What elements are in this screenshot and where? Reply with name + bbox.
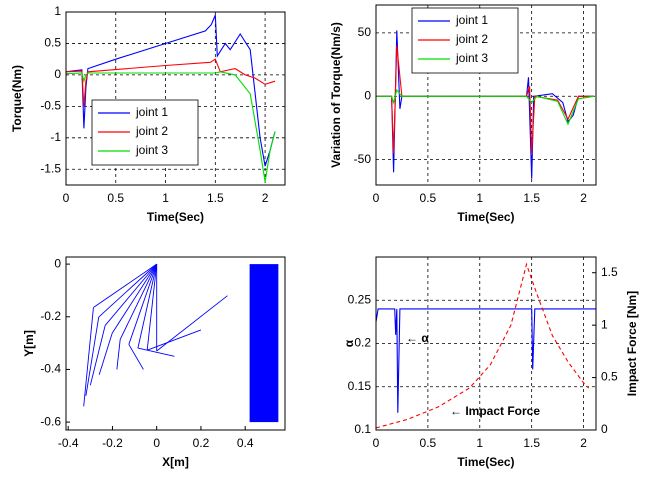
y2-tick-label: 0.5	[601, 370, 618, 384]
x-tick-label: 0.5	[107, 191, 124, 205]
link-2	[89, 325, 106, 386]
series-line	[375, 308, 596, 413]
y-axis-label: Y[m]	[22, 330, 36, 357]
x-tick-label: 2	[580, 436, 587, 450]
x-tick-label: 0.2	[193, 436, 210, 450]
x-tick-label: 2	[262, 191, 269, 205]
y-tick-label: -0.6	[40, 414, 61, 428]
subplot: -0.4 -0.2 0 0.2 0.4-0.6-0.4-0.20X[m]Y[m]	[22, 256, 286, 469]
legend-label: joint 1	[135, 105, 168, 119]
y2-tick-label: 1.5	[601, 265, 618, 279]
axes-frame	[375, 256, 597, 431]
x-tick-label: 1	[476, 436, 483, 450]
legend: joint 1 joint 2 joint 3	[411, 7, 519, 74]
y-tick-label: 0	[54, 256, 61, 270]
annotation: ← α	[406, 331, 429, 345]
x-tick-label: 1.5	[523, 436, 540, 450]
subplot: 0 0.5 1 1.5 2 -1.5 -1 -0.5 0 0.5 1 Time(Sec) Torque(…	[10, 4, 286, 224]
axes-frame	[375, 4, 597, 186]
link-2	[147, 329, 202, 351]
series-line	[65, 71, 276, 182]
legend-label: joint 3	[455, 51, 488, 65]
link-1	[98, 263, 158, 318]
x-tick-label: 1.5	[207, 191, 224, 205]
legend-label: joint 1	[455, 13, 488, 27]
link-1	[104, 263, 158, 326]
subplot: 0 0.5 1 1.5 2 0.1 0.15 0.2 0.25 0 0.5 1 1.5 Time(Sec)…	[342, 256, 639, 469]
y-tick-label: 0.1	[354, 422, 371, 436]
x-tick-label: 0.5	[420, 191, 437, 205]
y-tick-label: 1	[54, 4, 61, 18]
axes-frame	[65, 256, 286, 431]
y2-axis-label: Impact Force [Nm]	[625, 291, 639, 396]
y-tick-label: 0.15	[348, 379, 372, 393]
link-1	[128, 263, 158, 345]
link-2	[98, 332, 113, 375]
subplot: 0 0.5 1 1.5 2 -50 0 50 Time(Sec) Variation of Tor…	[329, 4, 597, 224]
link-1	[119, 263, 158, 340]
legend-label: joint 2	[135, 124, 168, 138]
y-tick-label: -0.2	[40, 309, 61, 323]
link-1	[111, 263, 158, 334]
y-tick-label: 0.25	[348, 292, 372, 306]
x-tick-label: 1.5	[523, 191, 540, 205]
legend: joint 1 joint 2 joint 3	[91, 99, 199, 166]
x-tick-label: 0.4	[237, 436, 254, 450]
axes-frame	[65, 11, 286, 186]
link-2	[85, 316, 100, 396]
link-2	[137, 347, 175, 357]
link-1	[146, 264, 158, 351]
legend-label: joint 3	[135, 143, 168, 157]
y-axis-label: Variation of Torque(Nm/s)	[329, 22, 343, 168]
series-line	[376, 88, 594, 126]
y-tick-label: -1.5	[40, 161, 61, 175]
x-tick-label: -0.2	[102, 436, 123, 450]
y-tick-label: 0	[54, 67, 61, 81]
y-axis-label: Torque(Nm)	[10, 65, 24, 132]
x-tick-label: 2	[580, 191, 587, 205]
x-tick-label: 0	[153, 436, 160, 450]
y-tick-label: -1	[50, 130, 61, 144]
x-tick-label: 1	[476, 191, 483, 205]
x-tick-label: 0	[373, 436, 380, 450]
x-tick-label: 0.5	[420, 436, 437, 450]
x-axis-label: X[m]	[162, 455, 189, 469]
link-2	[83, 307, 94, 407]
x-tick-label: -0.4	[58, 436, 79, 450]
y-tick-label: -50	[354, 152, 372, 166]
x-axis-label: Time(Sec)	[457, 455, 514, 469]
y-tick-label: -0.5	[40, 99, 61, 113]
legend-label: joint 2	[455, 32, 488, 46]
y-tick-label: 0	[364, 88, 371, 102]
series-line	[376, 45, 594, 154]
x-tick-label: 0	[63, 191, 70, 205]
x-tick-label: 1	[162, 191, 169, 205]
y-tick-label: 0.2	[354, 336, 371, 350]
link-2	[128, 344, 144, 370]
x-axis-label: Time(Sec)	[147, 210, 204, 224]
link-2	[156, 295, 228, 352]
y-tick-label: 0.5	[44, 36, 61, 50]
y2-tick-label: 0	[601, 422, 608, 436]
series-line	[65, 58, 276, 107]
x-tick-label: 0	[373, 191, 380, 205]
link-2	[116, 339, 121, 370]
series-line	[375, 262, 590, 429]
y-tick-label: -0.4	[40, 362, 61, 376]
y-tick-label: 50	[358, 25, 372, 39]
series-line	[65, 14, 276, 167]
wall	[249, 264, 279, 423]
link-1	[137, 264, 158, 349]
link-1	[93, 263, 157, 308]
annotation: ← Impact Force	[450, 404, 540, 418]
x-axis-label: Time(Sec)	[457, 210, 514, 224]
plot-area	[66, 257, 285, 430]
y-axis-label: α	[342, 339, 356, 347]
y2-tick-label: 1	[601, 317, 608, 331]
